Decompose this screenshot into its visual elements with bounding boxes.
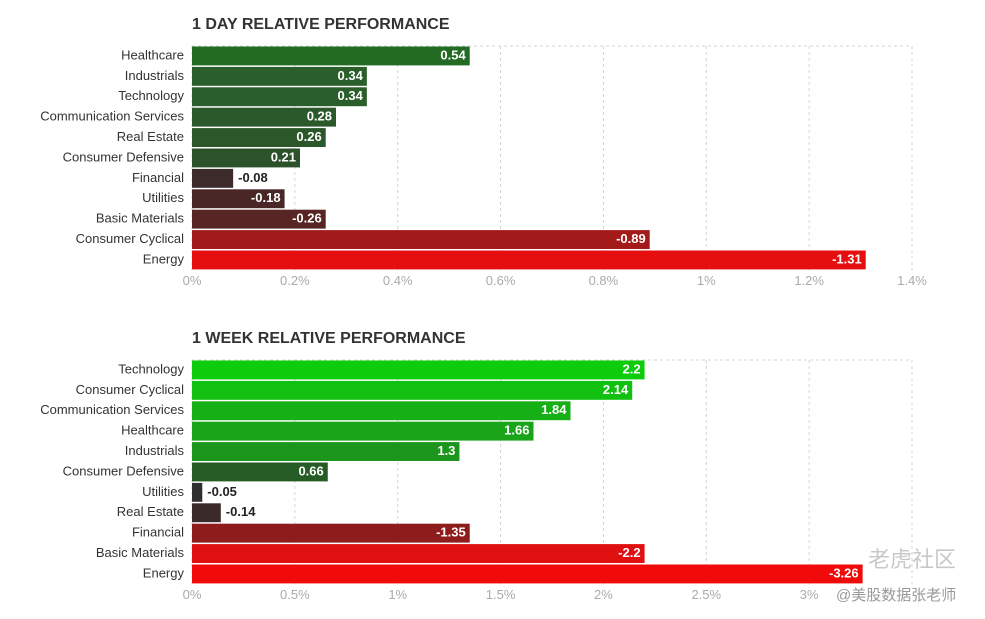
value-label: 1.84 <box>541 402 567 417</box>
value-label: -3.26 <box>829 565 859 580</box>
y-tick-label: Industrials <box>125 68 185 83</box>
bar <box>192 148 300 168</box>
value-label: 2.14 <box>603 382 629 397</box>
y-tick-label: Consumer Defensive <box>63 149 184 164</box>
bar <box>192 46 470 66</box>
value-label: -0.08 <box>238 170 268 185</box>
value-label: -0.14 <box>226 504 256 519</box>
bar <box>192 66 367 86</box>
y-tick-label: Utilities <box>142 190 184 205</box>
value-label: 1.66 <box>504 423 529 438</box>
y-tick-label: Financial <box>132 170 184 185</box>
bar <box>192 380 633 400</box>
bar <box>192 462 328 482</box>
bar <box>192 209 326 229</box>
value-label: 0.34 <box>338 68 364 83</box>
y-tick-label: Communication Services <box>40 402 184 417</box>
x-tick-label: 1% <box>697 273 716 288</box>
bar <box>192 442 460 461</box>
x-tick-label: 1.2% <box>794 273 824 288</box>
y-tick-label: Energy <box>143 251 185 266</box>
y-tick-label: Financial <box>132 525 184 540</box>
bar <box>192 250 866 270</box>
x-tick-label: 0.8% <box>589 273 619 288</box>
y-tick-label: Energy <box>143 565 185 580</box>
bar <box>192 503 221 523</box>
y-tick-label: Basic Materials <box>96 545 185 560</box>
value-label: -1.35 <box>436 525 466 540</box>
x-tick-label: 0% <box>183 273 202 288</box>
x-tick-label: 3% <box>800 587 819 602</box>
x-tick-label: 0.4% <box>383 273 413 288</box>
y-tick-label: Utilities <box>142 484 184 499</box>
bar <box>192 189 285 209</box>
y-tick-label: Technology <box>118 88 184 103</box>
value-label: 0.66 <box>298 463 323 478</box>
chart-title: 1 DAY RELATIVE PERFORMANCE <box>192 16 450 33</box>
y-tick-label: Healthcare <box>121 47 184 62</box>
value-label: 0.28 <box>307 109 332 124</box>
y-tick-label: Consumer Defensive <box>63 463 184 478</box>
bar <box>192 128 326 147</box>
bar <box>192 564 863 584</box>
bar <box>192 482 203 502</box>
y-tick-label: Consumer Cyclical <box>76 231 184 246</box>
x-tick-label: 1% <box>388 587 407 602</box>
bar <box>192 360 645 380</box>
bar <box>192 87 367 107</box>
y-tick-label: Basic Materials <box>96 211 185 226</box>
x-tick-label: 2.5% <box>691 587 721 602</box>
value-label: 0.21 <box>271 149 296 164</box>
value-label: 2.2 <box>622 361 640 376</box>
x-tick-label: 2% <box>594 587 613 602</box>
y-tick-label: Industrials <box>125 443 185 458</box>
value-label: -0.26 <box>292 211 322 226</box>
x-tick-label: 0.6% <box>486 273 516 288</box>
bar <box>192 168 234 188</box>
bar <box>192 544 645 563</box>
bar <box>192 107 336 127</box>
x-tick-label: 1.5% <box>486 587 516 602</box>
bar <box>192 401 571 421</box>
y-tick-label: Communication Services <box>40 109 184 124</box>
bar <box>192 523 470 543</box>
y-tick-label: Consumer Cyclical <box>76 382 184 397</box>
y-tick-label: Healthcare <box>121 423 184 438</box>
x-tick-label: 0.2% <box>280 273 310 288</box>
value-label: 1.3 <box>437 443 455 458</box>
value-label: 0.26 <box>296 129 321 144</box>
bar <box>192 230 650 249</box>
value-label: 0.54 <box>440 47 466 62</box>
y-tick-label: Technology <box>118 361 184 376</box>
x-tick-label: 0% <box>183 587 202 602</box>
x-tick-label: 1.4% <box>897 273 927 288</box>
watermark-author: @美股数据张老师 <box>836 587 956 604</box>
bar <box>192 421 534 441</box>
x-tick-label: 0.5% <box>280 587 310 602</box>
value-label: -1.31 <box>832 251 862 266</box>
value-label: -0.89 <box>616 231 646 246</box>
value-label: -2.2 <box>618 545 640 560</box>
y-tick-label: Real Estate <box>117 129 184 144</box>
chart-title: 1 WEEK RELATIVE PERFORMANCE <box>192 330 466 347</box>
y-tick-label: Real Estate <box>117 504 184 519</box>
value-label: -0.18 <box>251 190 281 205</box>
value-label: 0.34 <box>338 88 364 103</box>
value-label: -0.05 <box>207 484 237 499</box>
